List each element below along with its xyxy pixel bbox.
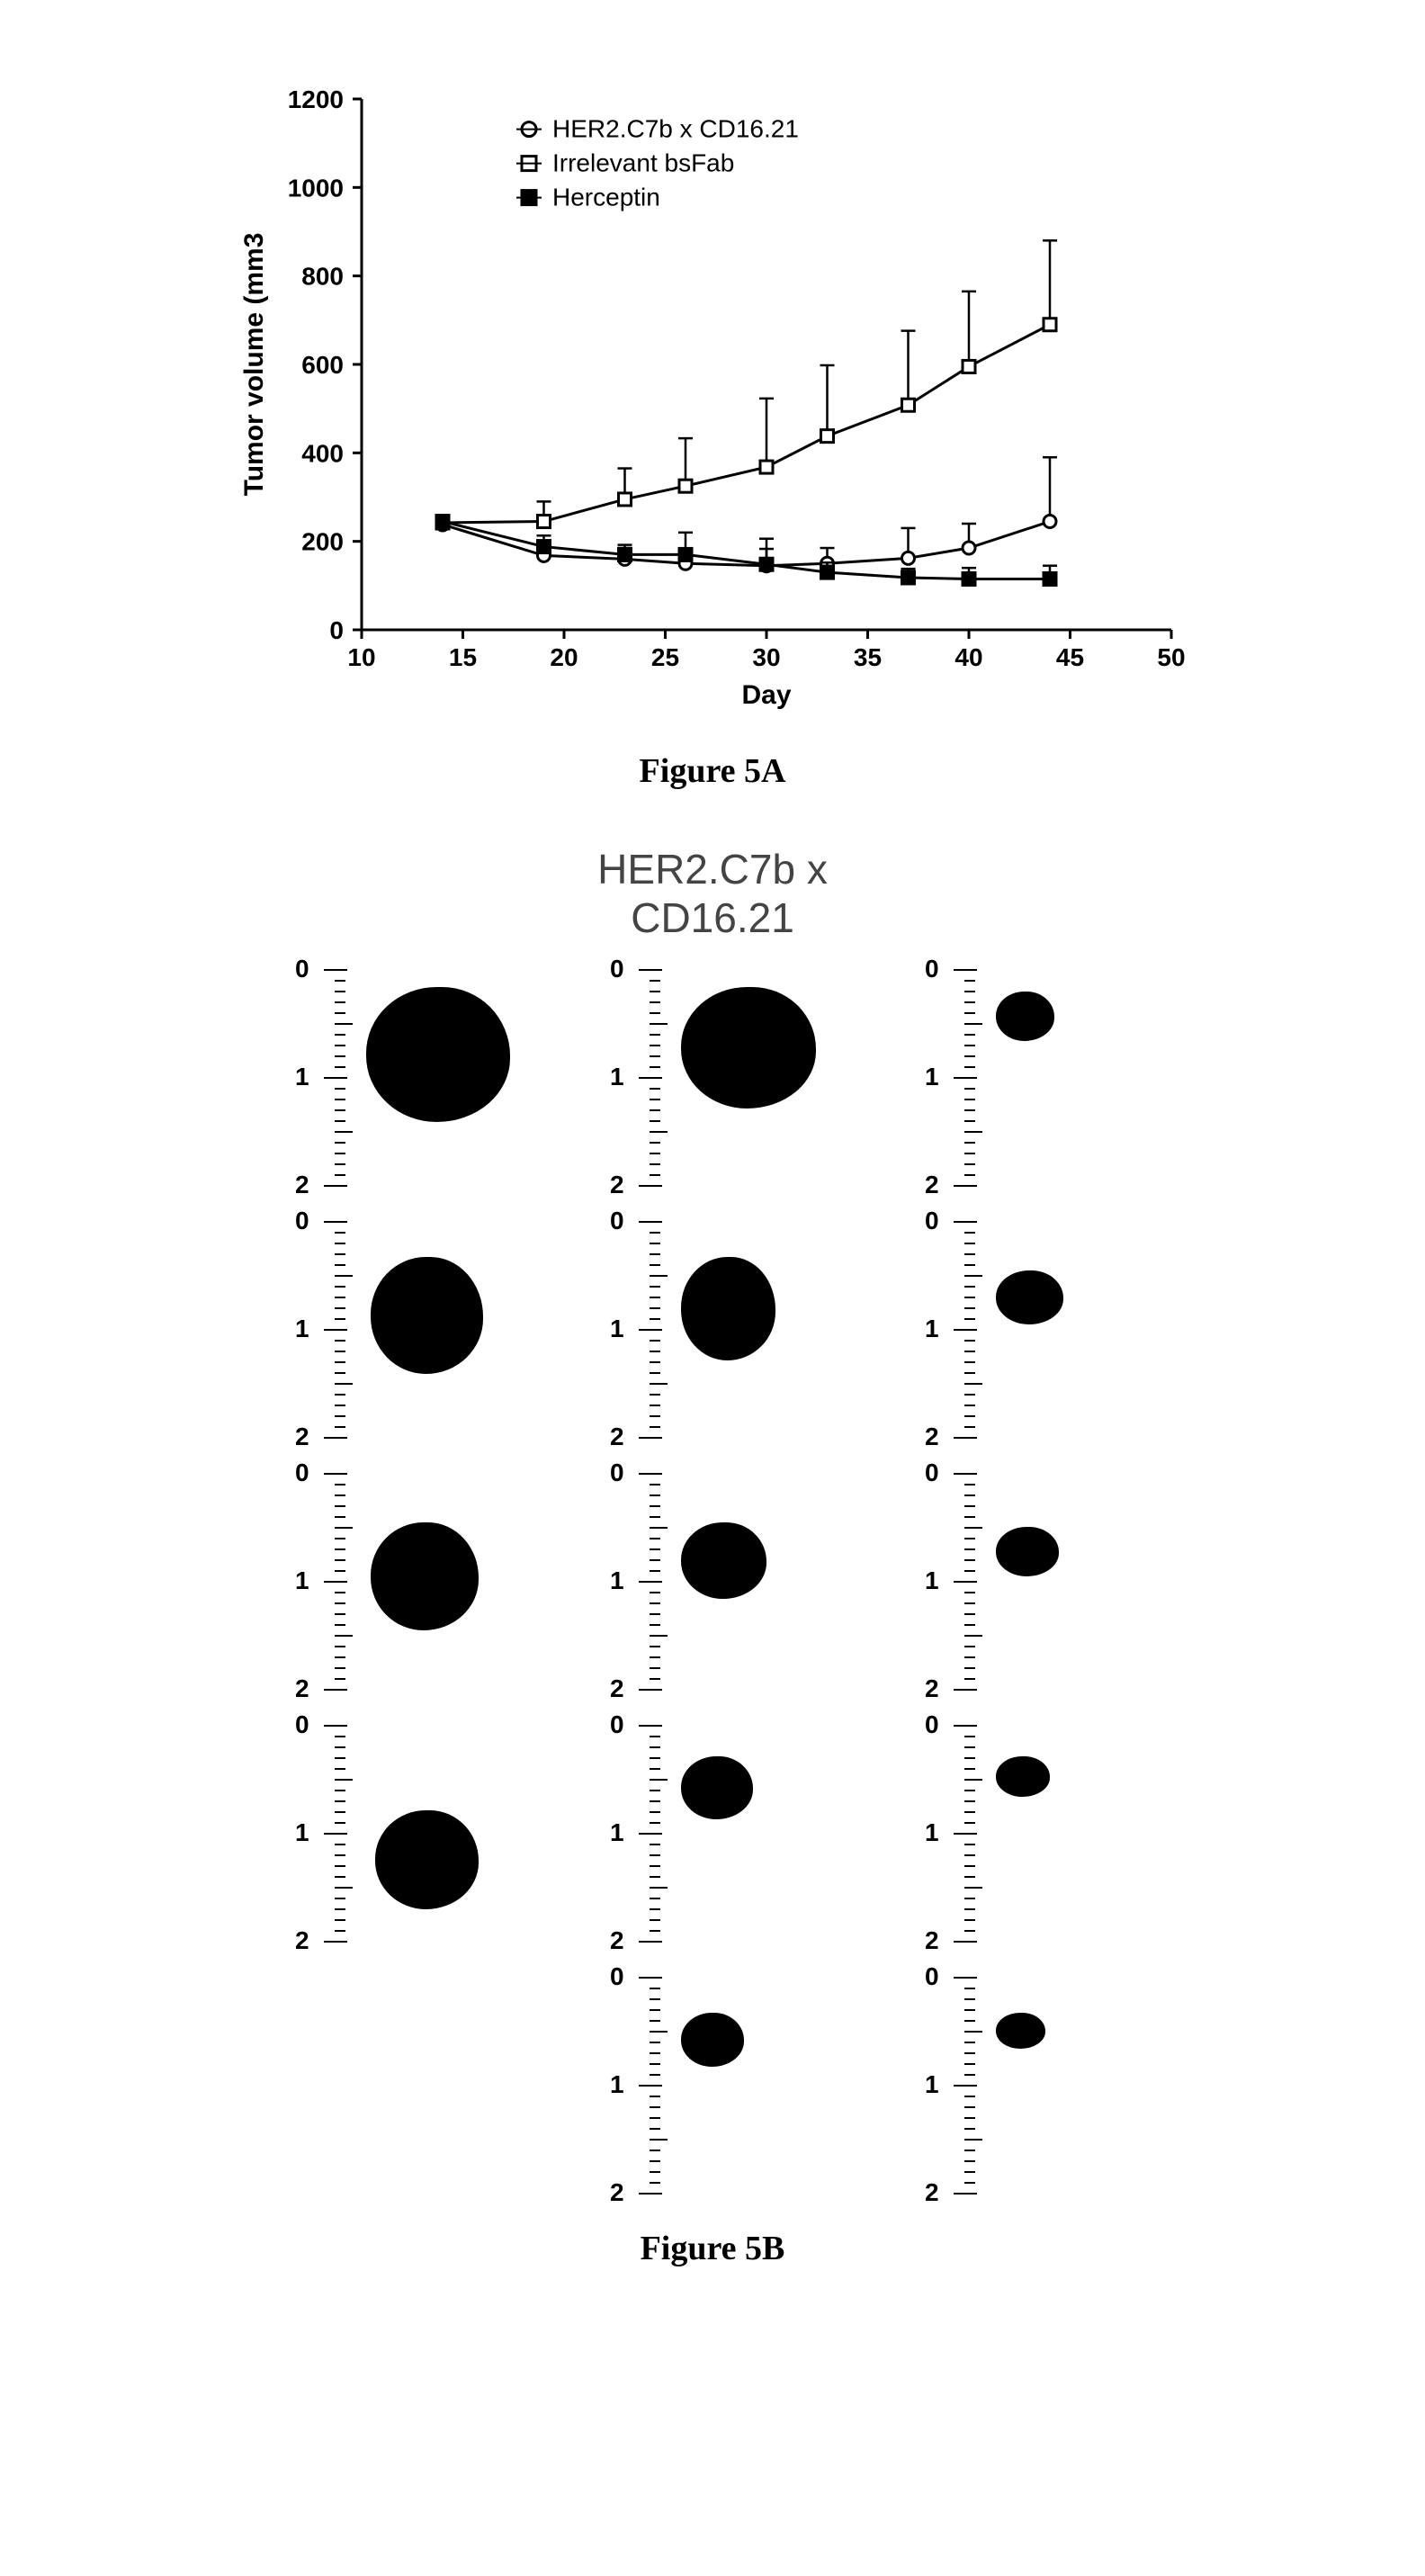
tumor-blob bbox=[681, 1257, 775, 1360]
tumor-item: 012 bbox=[910, 1725, 1144, 1941]
svg-text:30: 30 bbox=[752, 643, 780, 671]
svg-text:10: 10 bbox=[347, 643, 375, 671]
tumor-blob bbox=[681, 2013, 744, 2067]
svg-text:0: 0 bbox=[329, 616, 344, 644]
figure-5b-caption: Figure 5B bbox=[108, 2229, 1317, 2268]
svg-text:45: 45 bbox=[1056, 643, 1084, 671]
figure-5a-caption: Figure 5A bbox=[108, 751, 1317, 791]
chart-svg: 0 200 400 600 800 1000 1200 10 15 20 25 30 35 40 45 50 T… bbox=[218, 72, 1207, 720]
svg-text:35: 35 bbox=[854, 643, 882, 671]
tumor-item: 012 bbox=[596, 1977, 829, 2193]
svg-text:600: 600 bbox=[301, 351, 344, 379]
figure-5a-chart: 0 200 400 600 800 1000 1200 10 15 20 25 30 35 40 45 50 T… bbox=[218, 72, 1207, 724]
svg-text:50: 50 bbox=[1157, 643, 1185, 671]
tumor-item: 012 bbox=[596, 1221, 829, 1437]
panel-title-line1: HER2.C7b x bbox=[597, 846, 828, 893]
svg-text:Herceptin: Herceptin bbox=[552, 184, 660, 211]
tumor-column: 012 012 012 012 012 bbox=[910, 969, 1144, 2193]
svg-text:15: 15 bbox=[449, 643, 477, 671]
tumor-item: 012 bbox=[910, 1221, 1144, 1437]
svg-text:Irrelevant bsFab: Irrelevant bsFab bbox=[552, 149, 734, 177]
tumor-item: 012 bbox=[596, 969, 829, 1185]
svg-text:25: 25 bbox=[651, 643, 679, 671]
tumor-blob bbox=[375, 1810, 479, 1909]
tumor-blob bbox=[371, 1522, 479, 1630]
svg-text:Day: Day bbox=[741, 680, 791, 710]
tumor-blob bbox=[996, 1527, 1059, 1576]
tumor-item: 012 bbox=[281, 1473, 515, 1689]
tumor-column: 012 012 012 012 012 bbox=[596, 969, 829, 2193]
tumor-item: 012 bbox=[281, 1221, 515, 1437]
svg-text:400: 400 bbox=[301, 439, 344, 467]
panel-title-line2: CD16.21 bbox=[108, 893, 1317, 942]
tumor-blob bbox=[681, 1756, 753, 1819]
tumor-blob bbox=[996, 2013, 1045, 2049]
tumor-item: 012 bbox=[281, 969, 515, 1185]
tumor-blob bbox=[996, 1270, 1063, 1324]
tumor-item: 012 bbox=[596, 1725, 829, 1941]
tumor-item: 012 bbox=[596, 1473, 829, 1689]
svg-text:1200: 1200 bbox=[288, 85, 344, 113]
tumor-blob bbox=[996, 992, 1054, 1041]
svg-text:1000: 1000 bbox=[288, 174, 344, 202]
svg-text:200: 200 bbox=[301, 528, 344, 556]
figure-5b-panel-title: HER2.C7b x CD16.21 bbox=[108, 845, 1317, 942]
tumor-item: 012 bbox=[910, 1977, 1144, 2193]
tumor-blob bbox=[366, 987, 510, 1122]
tumor-item: 012 bbox=[910, 1473, 1144, 1689]
tumor-blob bbox=[681, 1522, 766, 1599]
svg-text:40: 40 bbox=[954, 643, 982, 671]
svg-text:20: 20 bbox=[550, 643, 578, 671]
tumor-item: 012 bbox=[281, 1725, 515, 1941]
tumor-item: 012 bbox=[910, 969, 1144, 1185]
tumor-blob bbox=[996, 1756, 1050, 1797]
tumor-grid: 0120120120120120120120120120120120120120… bbox=[108, 969, 1317, 2193]
tumor-blob bbox=[681, 987, 816, 1108]
tumor-column: 012 012 012 012 bbox=[281, 969, 515, 2193]
svg-text:Tumor volume (mm3: Tumor volume (mm3 bbox=[239, 233, 269, 497]
svg-text:HER2.C7b x CD16.21: HER2.C7b x CD16.21 bbox=[552, 115, 799, 143]
tumor-blob bbox=[371, 1257, 483, 1374]
svg-text:800: 800 bbox=[301, 263, 344, 291]
